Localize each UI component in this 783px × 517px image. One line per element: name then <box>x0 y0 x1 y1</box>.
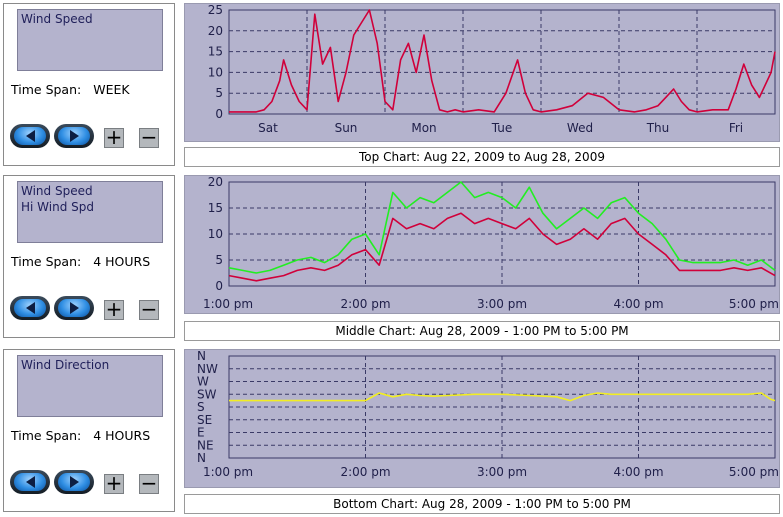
chart-top-svg: 0 5 10 15 20 25 Sat Sun Mon Tue Wed Thu Fri <box>208 4 776 135</box>
zoom-out-button[interactable]: − <box>139 297 159 321</box>
series-line <box>228 181 776 274</box>
x-tick-label: 3:00 pm <box>477 465 527 479</box>
legend-box: Wind Direction <box>17 355 163 417</box>
right-arrow-icon <box>69 302 79 314</box>
y-tick-label: N <box>197 350 206 363</box>
control-panel-bottom: Wind Direction Time Span: 4 HOURS + − <box>3 349 175 512</box>
chart-middle: 0 5 10 15 20 1:00 pm 2:00 pm 3:00 pm 4:00 pm 5:00… <box>184 175 780 314</box>
y-tick-label: 25 <box>208 4 223 17</box>
y-tick-label: W <box>197 375 209 389</box>
x-tick-label: Thu <box>646 121 670 135</box>
legend-item-wind-speed: Wind Speed <box>21 184 93 198</box>
left-arrow-icon <box>25 302 35 314</box>
legend-box: Wind Speed Hi Wind Spd <box>17 181 163 243</box>
time-span: Time Span: WEEK <box>11 82 130 97</box>
y-tick-label: 5 <box>215 86 223 100</box>
y-tick-label: E <box>197 426 205 440</box>
zoom-out-button[interactable]: − <box>139 471 159 495</box>
control-panel-middle: Wind Speed Hi Wind Spd Time Span: 4 HOURS… <box>3 175 175 338</box>
plot-frame <box>228 9 776 115</box>
x-tick-label: 4:00 pm <box>613 297 663 311</box>
next-button[interactable] <box>54 296 94 320</box>
x-tick-label: 1:00 pm <box>203 297 253 311</box>
prev-button[interactable] <box>10 470 50 494</box>
x-tick-label: 2:00 pm <box>340 297 390 311</box>
legend-item-hi-wind-spd: Hi Wind Spd <box>21 200 94 214</box>
x-tick-label: 5:00 pm <box>729 465 779 479</box>
right-arrow-icon <box>69 476 79 488</box>
x-tick-label: 4:00 pm <box>613 465 663 479</box>
next-button[interactable] <box>54 124 94 148</box>
chart-caption-bottom: Bottom Chart: Aug 28, 2009 - 1:00 PM to … <box>184 494 780 514</box>
time-span-label: Time Span: <box>11 254 82 269</box>
chart-bottom: N NE E SE S SW W NW N 1:00 pm 2:00 pm 3:00 pm 4:00 p… <box>184 349 780 488</box>
chart-caption-top: Top Chart: Aug 22, 2009 to Aug 28, 2009 <box>184 147 780 167</box>
zoom-in-button[interactable]: + <box>104 125 124 149</box>
series-line <box>229 392 776 402</box>
next-button[interactable] <box>54 470 94 494</box>
y-tick-label: N <box>197 451 206 465</box>
prev-button[interactable] <box>10 296 50 320</box>
y-tick-label: NW <box>197 362 218 376</box>
y-tick-label: 20 <box>208 176 223 189</box>
time-span: Time Span: 4 HOURS <box>11 254 150 269</box>
x-tick-label: 1:00 pm <box>203 465 253 479</box>
y-tick-label: 0 <box>215 279 223 293</box>
y-tick-label: SE <box>197 413 212 427</box>
y-tick-label: 10 <box>208 65 223 79</box>
series-line <box>228 212 776 282</box>
chart-caption-middle: Middle Chart: Aug 28, 2009 - 1:00 PM to … <box>184 321 780 341</box>
control-panel-top: Wind Speed Time Span: WEEK + − <box>3 3 175 166</box>
zoom-in-button[interactable]: + <box>104 297 124 321</box>
time-span-value: 4 HOURS <box>93 254 151 269</box>
y-tick-label: 5 <box>215 253 223 267</box>
y-tick-label: S <box>197 400 205 414</box>
x-tick-label: Wed <box>567 121 593 135</box>
prev-button[interactable] <box>10 124 50 148</box>
time-span: Time Span: 4 HOURS <box>11 428 150 443</box>
legend-box: Wind Speed <box>17 9 163 71</box>
left-arrow-icon <box>25 130 35 142</box>
right-arrow-icon <box>69 130 79 142</box>
x-tick-label: Fri <box>729 121 743 135</box>
x-tick-label: 2:00 pm <box>340 465 390 479</box>
y-tick-label: 0 <box>215 107 223 121</box>
y-tick-label: SW <box>197 387 217 401</box>
time-span-value: WEEK <box>93 82 130 97</box>
y-tick-label: 15 <box>208 45 223 59</box>
time-span-label: Time Span: <box>11 82 82 97</box>
zoom-out-button[interactable]: − <box>139 125 159 149</box>
chart-top: 0 5 10 15 20 25 Sat Sun Mon Tue Wed Thu Fri <box>184 3 780 142</box>
x-tick-label: Mon <box>411 121 436 135</box>
y-tick-label: 10 <box>208 227 223 241</box>
series-line <box>229 9 776 113</box>
legend-item-wind-direction: Wind Direction <box>21 358 110 372</box>
time-span-label: Time Span: <box>11 428 82 443</box>
legend-item-wind-speed: Wind Speed <box>21 12 93 26</box>
x-tick-label: 3:00 pm <box>477 297 527 311</box>
zoom-in-button[interactable]: + <box>104 471 124 495</box>
x-tick-label: Tue <box>491 121 513 135</box>
time-span-value: 4 HOURS <box>93 428 151 443</box>
x-tick-label: 5:00 pm <box>729 297 779 311</box>
x-tick-label: Sun <box>335 121 358 135</box>
left-arrow-icon <box>25 476 35 488</box>
y-tick-label: NE <box>197 438 214 452</box>
y-tick-label: 15 <box>208 201 223 215</box>
y-tick-label: 20 <box>208 24 223 38</box>
x-tick-label: Sat <box>258 121 278 135</box>
chart-middle-svg: 0 5 10 15 20 1:00 pm 2:00 pm 3:00 pm 4:00 pm 5:00… <box>203 176 779 311</box>
